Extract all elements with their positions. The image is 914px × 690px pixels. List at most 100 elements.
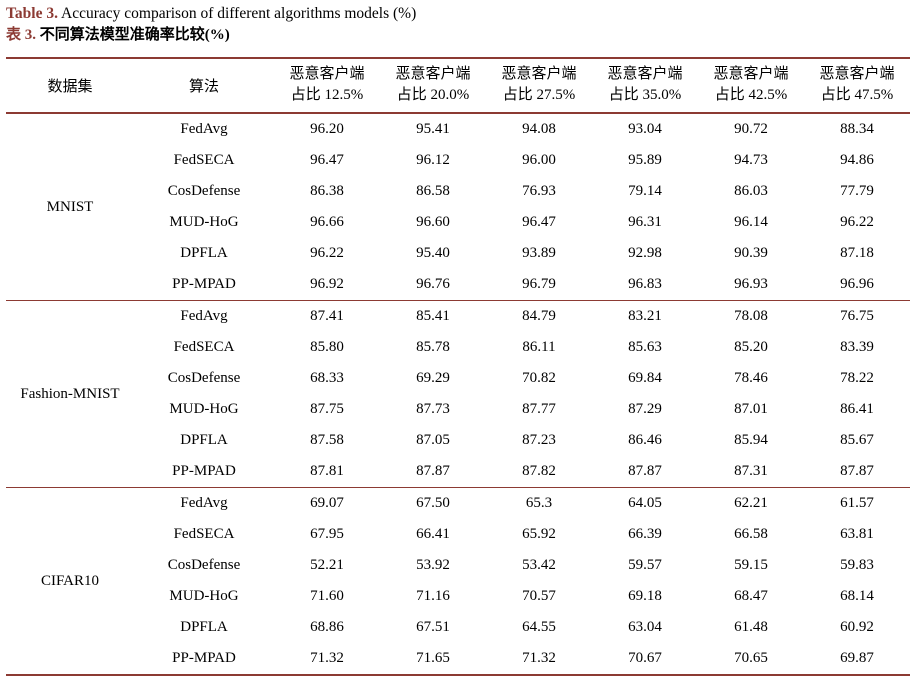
value-cell: 96.92 [310, 276, 344, 293]
header-algorithm: 算法 [188, 78, 219, 95]
table-caption-label-zh: 表 3. [6, 27, 37, 44]
value-cell: 66.41 [416, 526, 450, 543]
value-cell: 96.83 [628, 276, 662, 293]
table-row: Fashion-MNIST FedAvg 87.41 85.41 84.79 83.21 7… [6, 301, 910, 402]
dataset-cell: MNIST [46, 198, 94, 215]
algorithm-cell: FedAvg [180, 495, 228, 512]
value-cell: 96.31 [628, 214, 662, 231]
value-cell: 68.47 [734, 588, 768, 605]
table-row: CosDefense 52.21 53.92 53.42 59.57 59.15 59.83 [6, 550, 910, 581]
value-cell: 87.73 [416, 401, 450, 418]
value-cell: 70.67 [628, 650, 662, 667]
value-cell: 96.60 [416, 214, 450, 231]
value-cell: 87.82 [522, 463, 556, 480]
value-cell: 64.55 [522, 619, 556, 636]
value-cell: 79.14 [628, 183, 662, 200]
value-cell: 63.81 [840, 526, 874, 543]
value-cell: 59.57 [628, 557, 662, 574]
value-cell: 96.22 [840, 214, 874, 231]
value-cell: 90.72 [734, 121, 768, 138]
value-cell: 64.05 [628, 495, 662, 512]
table-row: CIFAR10 FedAvg 69.07 67.50 65.3 64.05 62.21 61.… [6, 488, 910, 589]
value-cell: 87.41 [310, 308, 344, 325]
header-ratio-col-0: 恶意客户端 占比 12.5% [274, 58, 380, 114]
value-cell: 84.79 [522, 308, 556, 325]
value-cell: 77.79 [840, 183, 874, 200]
table-row: DPFLA 68.86 67.51 64.55 63.04 61.48 60.92 [6, 612, 910, 643]
value-cell: 86.46 [628, 432, 662, 449]
header-ratio-line1: 恶意客户端 [819, 65, 895, 82]
value-cell: 68.14 [840, 588, 874, 605]
header-ratio-line2: 占比 27.5% [502, 87, 576, 104]
value-cell: 69.84 [628, 370, 662, 387]
value-cell: 67.50 [416, 495, 450, 512]
value-cell: 78.22 [840, 370, 874, 387]
value-cell: 68.33 [310, 370, 344, 387]
header-ratio-col-4: 恶意客户端 占比 42.5% [698, 58, 804, 114]
table-caption-chinese: 表 3. 不同算法模型准确率比较(%) [6, 26, 908, 46]
header-ratio-col-5: 恶意客户端 占比 47.5% [804, 58, 910, 114]
value-cell: 62.21 [734, 495, 768, 512]
value-cell: 96.47 [522, 214, 556, 231]
value-cell: 87.05 [416, 432, 450, 449]
algorithm-cell: MUD-HoG [169, 214, 239, 231]
value-cell: 83.39 [840, 339, 874, 356]
algorithm-cell: MUD-HoG [169, 588, 239, 605]
table-row: PP-MPAD 87.81 87.87 87.82 87.87 87.31 87.87 [6, 456, 910, 488]
value-cell: 94.73 [734, 152, 768, 169]
value-cell: 59.83 [840, 557, 874, 574]
value-cell: 61.57 [840, 495, 874, 512]
algorithm-cell: DPFLA [180, 432, 228, 449]
table-row: PP-MPAD 96.92 96.76 96.79 96.83 96.93 96.96 [6, 269, 910, 301]
value-cell: 87.75 [310, 401, 344, 418]
value-cell: 88.34 [840, 121, 874, 138]
value-cell: 87.87 [628, 463, 662, 480]
table-row: FedSECA 85.80 85.78 86.11 85.63 85.20 83.39 [6, 332, 910, 363]
algorithm-cell: PP-MPAD [172, 650, 236, 667]
value-cell: 85.67 [840, 432, 874, 449]
value-cell: 87.31 [734, 463, 768, 480]
header-ratio-line1: 恶意客户端 [395, 65, 471, 82]
algorithm-cell: PP-MPAD [172, 276, 236, 293]
value-cell: 66.39 [628, 526, 662, 543]
accuracy-table: 数据集 算法 恶意客户端 占比 12.5% 恶意客户端 占比 20.0% 恶意客户端 占比… [6, 57, 910, 677]
dataset-cell: Fashion-MNIST [20, 385, 120, 402]
value-cell: 87.29 [628, 401, 662, 418]
algorithm-cell: MUD-HoG [169, 401, 239, 418]
value-cell: 96.66 [310, 214, 344, 231]
table-row: DPFLA 87.58 87.05 87.23 86.46 85.94 85.67 [6, 425, 910, 456]
value-cell: 76.93 [522, 183, 556, 200]
table-caption-text-en: Accuracy comparison of different algorit… [57, 5, 417, 22]
table-row: MUD-HoG 96.66 96.60 96.47 96.31 96.14 96.22 [6, 207, 910, 238]
value-cell: 69.18 [628, 588, 662, 605]
value-cell: 70.82 [522, 370, 556, 387]
table-row: FedSECA 67.95 66.41 65.92 66.39 66.58 63.81 [6, 519, 910, 550]
value-cell: 87.77 [522, 401, 556, 418]
value-cell: 69.87 [840, 650, 874, 667]
header-ratio-line2: 占比 12.5% [290, 87, 364, 104]
value-cell: 66.58 [734, 526, 768, 543]
algorithm-cell: DPFLA [180, 619, 228, 636]
header-ratio-col-3: 恶意客户端 占比 35.0% [592, 58, 698, 114]
table-header: 数据集 算法 恶意客户端 占比 12.5% 恶意客户端 占比 20.0% 恶意客户端 占比… [6, 57, 910, 114]
header-ratio-line1: 恶意客户端 [713, 65, 789, 82]
table-row: PP-MPAD 71.32 71.65 71.32 70.67 70.65 69.87 [6, 643, 910, 675]
value-cell: 94.86 [840, 152, 874, 169]
algorithm-cell: CosDefense [167, 370, 241, 387]
value-cell: 87.01 [734, 401, 768, 418]
value-cell: 53.92 [416, 557, 450, 574]
header-ratio-line2: 占比 20.0% [396, 87, 470, 104]
algorithm-cell: FedSECA [173, 152, 235, 169]
value-cell: 96.14 [734, 214, 768, 231]
value-cell: 71.60 [310, 588, 344, 605]
value-cell: 71.16 [416, 588, 450, 605]
value-cell: 96.79 [522, 276, 556, 293]
value-cell: 52.21 [310, 557, 344, 574]
table-row: DPFLA 96.22 95.40 93.89 92.98 90.39 87.18 [6, 238, 910, 269]
dataset-cell: CIFAR10 [40, 572, 100, 589]
table-caption-label-en: Table 3. [6, 5, 58, 22]
value-cell: 85.63 [628, 339, 662, 356]
value-cell: 85.80 [310, 339, 344, 356]
table-row: CosDefense 68.33 69.29 70.82 69.84 78.46 78.22 [6, 363, 910, 394]
value-cell: 96.76 [416, 276, 450, 293]
